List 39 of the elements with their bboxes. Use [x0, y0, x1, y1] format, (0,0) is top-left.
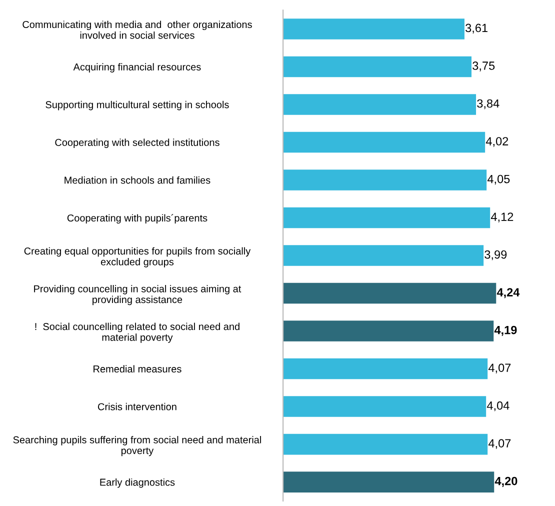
- data-label: 4,20: [494, 476, 518, 487]
- bar: [283, 282, 496, 304]
- data-label: 4,07: [488, 364, 511, 374]
- bar: [283, 132, 486, 153]
- bar: [283, 358, 488, 380]
- bar: [283, 396, 486, 417]
- data-label: 4,12: [490, 212, 514, 222]
- y-tick-label: Providing councelling in social issues aiming at providing assistance: [34, 285, 242, 306]
- bar: [283, 170, 487, 190]
- y-tick-label: Communicating with media and other organizations involved in social services: [22, 20, 252, 39]
- y-tick-label: Remedial measures: [94, 365, 182, 373]
- data-label: 3,75: [472, 62, 495, 72]
- data-label: 4,02: [486, 137, 508, 147]
- data-label: 3,99: [484, 250, 507, 260]
- y-tick-label: Searching pupils suffering from social need and material poverty: [13, 436, 261, 456]
- bar: [283, 94, 476, 115]
- bar: [283, 56, 472, 78]
- data-label: 4,07: [488, 439, 511, 449]
- bar: [283, 434, 488, 455]
- data-label: 4,05: [487, 174, 510, 185]
- y-tick-label: Crisis intervention: [98, 402, 176, 410]
- data-label: 4,24: [496, 288, 520, 298]
- y-tick-label: Mediation in schools and families: [64, 176, 210, 184]
- bar: [283, 18, 464, 40]
- y-tick-label: Supporting multicultural setting in schools: [46, 100, 229, 110]
- y-tick-label: Cooperating with selected institutions: [55, 138, 220, 148]
- y-tick-label: Cooperating with pupils´parents: [67, 214, 208, 224]
- y-tick-label: ! Social councelling related to social need and material poverty: [35, 322, 240, 343]
- bar: [283, 472, 494, 492]
- y-tick-label: Early diagnostics: [100, 478, 175, 488]
- data-label: 3,61: [466, 24, 488, 34]
- data-label: 4,19: [494, 326, 517, 336]
- bar: [283, 207, 490, 228]
- y-tick-label: Creating equal opportunities for pupils from socially excluded groups: [24, 247, 251, 268]
- data-label: 4,04: [486, 401, 510, 412]
- y-tick-label: Acquiring financial resources: [73, 63, 201, 72]
- bar: [283, 320, 494, 342]
- bar: [283, 245, 484, 266]
- data-label: 3,84: [477, 99, 500, 110]
